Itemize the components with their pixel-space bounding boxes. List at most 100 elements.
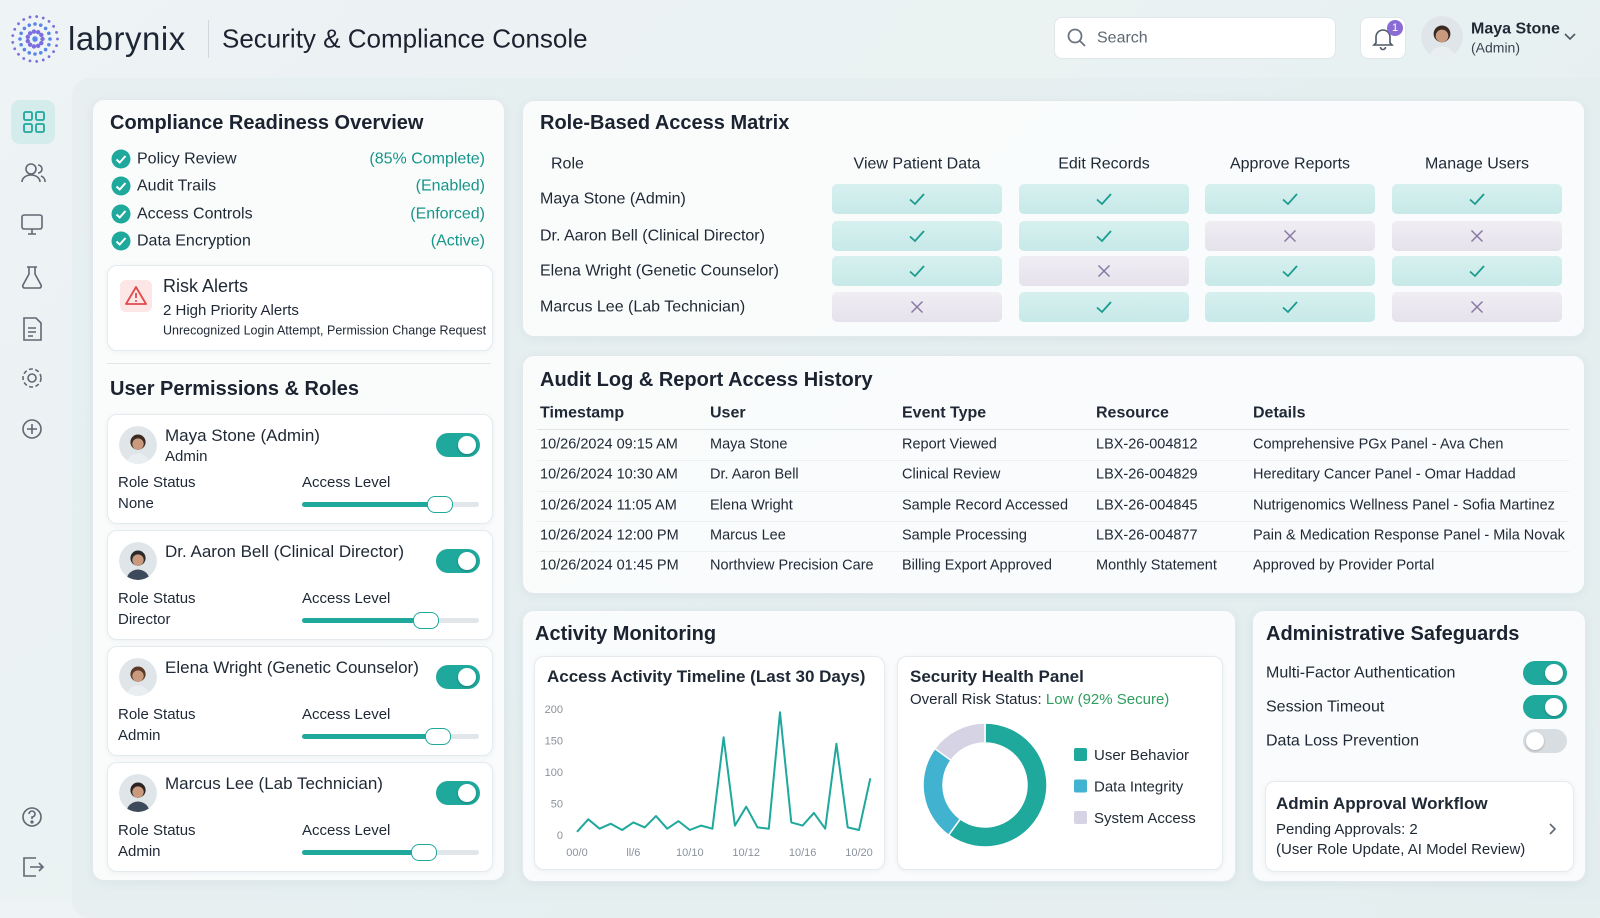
check-mark [115,182,127,192]
access-granted-cell [1205,292,1375,322]
toggle[interactable] [1523,695,1567,719]
audit-header: Event Type [902,404,987,422]
toggle[interactable] [1523,729,1567,753]
risk-title: Risk Alerts [163,276,249,297]
audit-cell: LBX-26-004845 [1096,496,1198,513]
nav-add[interactable] [22,419,42,439]
divider [107,363,491,364]
legend-label: System Access [1094,810,1196,827]
card-title: Compliance Readiness Overview [110,112,424,134]
avatar-shape [126,801,150,812]
avatar-shape [1429,46,1455,58]
role-status: Director [118,611,171,628]
compliance-card: Compliance Readiness Overview Risk Alert… [92,99,505,881]
slider-knob[interactable] [427,496,454,513]
slider-fill [302,850,425,855]
logo-dot [52,24,55,28]
access-denied-cell [832,292,1002,322]
legend-swatch [1074,811,1087,824]
avatar-shape [126,569,150,580]
y-tick-label: 0 [557,830,563,842]
cross-icon [1283,229,1297,243]
nav-settings[interactable] [22,368,42,388]
user-menu-chevron[interactable] [1563,32,1577,42]
slider-knob[interactable] [411,844,438,861]
nav-logout[interactable] [23,857,45,877]
logo-dot [11,40,15,44]
logo-dot [35,29,41,35]
logo-dot [13,27,17,31]
logo-dot [11,34,15,38]
logo [11,15,59,63]
toggle[interactable] [436,781,480,805]
audit-cell: Northview Precision Care [710,557,874,574]
workflow-pending: Pending Approvals: 2 [1276,821,1418,838]
check-icon [1282,193,1298,206]
check-icon [909,193,925,206]
card-title: Audit Log & Report Access History [540,369,873,391]
logo-dot [22,26,27,31]
user-subtitle: Admin [165,448,208,465]
audit-cell: Pain & Medication Response Panel - Mila … [1253,527,1565,544]
nav-lab[interactable] [21,266,43,289]
avatar-image [119,426,157,464]
role-status-label: Role Status [118,706,196,723]
brand: labrynix [68,20,186,58]
avatar-shape [1435,29,1449,43]
audit-cell: LBX-26-004812 [1096,436,1198,453]
logo-dot [39,32,44,38]
item-status: (Enabled) [415,177,485,195]
nav-users[interactable] [21,163,46,183]
audit-cell: Elena Wright [710,496,793,513]
audit-cell: Marcus Lee [710,527,786,544]
user-avatar[interactable] [1421,16,1463,58]
logo-dot [35,43,41,49]
check-icon [909,230,925,243]
search-icon [1067,28,1086,47]
chart-title: Security Health Panel [910,666,1084,686]
toggle[interactable] [436,433,480,457]
nav-devices[interactable] [21,214,43,235]
user-name: Dr. Aaron Bell (Clinical Director) [165,541,405,561]
risk-alert-box[interactable]: Risk Alerts 2 High Priority Alerts Unrec… [107,265,493,351]
slider-knob[interactable] [425,728,452,745]
logo-dot [19,42,23,47]
access-granted-cell [1019,292,1189,322]
health-panel: Security Health Panel Overall Risk Statu… [897,656,1223,870]
workflow-box[interactable]: Admin Approval Workflow Pending Approval… [1265,781,1574,872]
role-status-label: Role Status [118,474,196,491]
access-granted-cell [832,184,1002,214]
check-icon [1469,193,1485,206]
check-mark [1096,193,1112,206]
check-mark [1469,265,1485,278]
toggle[interactable] [1523,661,1567,685]
logo-dot [38,51,43,55]
nav-dashboard[interactable] [23,111,45,133]
toggle[interactable] [436,549,480,573]
header-divider [208,20,209,58]
audit-cell: LBX-26-004877 [1096,527,1198,544]
logo-dot [33,52,37,56]
matrix-header: View Patient Data [853,155,981,173]
y-tick-label: 150 [545,736,563,748]
check-icon [1469,265,1485,278]
audit-cell: 10/26/2024 09:15 AM [540,436,678,453]
card-title: Role-Based Access Matrix [540,112,790,134]
card-title: Administrative Safeguards [1266,623,1520,645]
y-tick-label: 50 [551,799,563,811]
notification-button[interactable]: 1 [1360,17,1406,59]
toggle[interactable] [436,665,480,689]
logo-dot [33,22,37,26]
nav-reports[interactable] [23,317,42,341]
logo-dot [27,51,32,55]
cross-mark [1097,264,1111,278]
access-level-label: Access Level [302,706,391,723]
slider-knob[interactable] [412,612,439,629]
nav-help[interactable] [22,807,42,827]
search-box[interactable]: Search [1054,17,1336,59]
logo-dot [17,52,20,56]
risk-status: Low (92% Secure) [1045,691,1170,708]
legend-label: Data Integrity [1094,779,1184,796]
item-status: (Active) [430,232,485,250]
